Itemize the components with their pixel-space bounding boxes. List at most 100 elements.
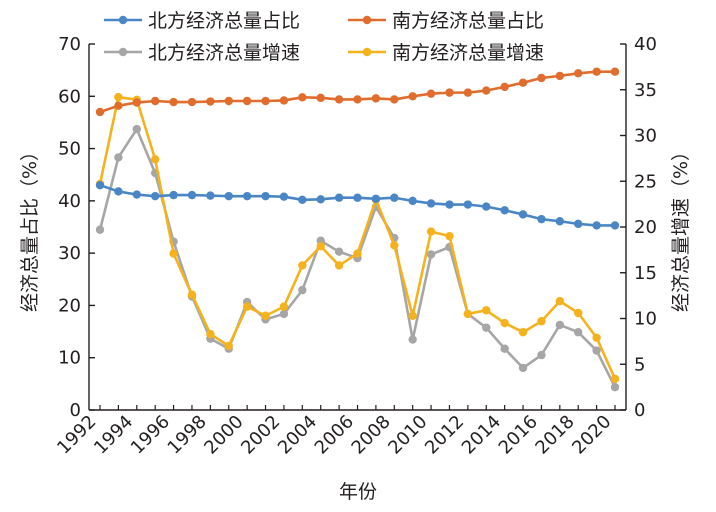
data-point xyxy=(463,309,473,319)
data-point xyxy=(169,97,178,107)
left-tick-label: 10 xyxy=(58,348,81,369)
legend-item: 北方经济总量占比 xyxy=(104,10,300,32)
x-tick-label: 2010 xyxy=(384,411,431,458)
left-axis-title: 经济总量占比（%） xyxy=(19,142,41,312)
data-point xyxy=(408,311,417,320)
data-point xyxy=(592,221,601,230)
x-tick-label: 2006 xyxy=(311,411,358,458)
x-tick-label: 1996 xyxy=(127,411,174,458)
data-point xyxy=(555,71,565,81)
data-point xyxy=(537,73,546,83)
left-tick-label: 60 xyxy=(58,86,81,107)
data-point xyxy=(298,195,307,205)
x-tick-label: 2008 xyxy=(348,411,395,458)
left-axis-ticks: 0 10 20 30 40 50 60 70 xyxy=(58,34,95,421)
data-point xyxy=(482,323,491,332)
left-tick-label: 20 xyxy=(58,295,81,316)
right-tick-label: 20 xyxy=(634,217,657,238)
data-point xyxy=(242,302,252,311)
data-point xyxy=(482,202,491,211)
data-point xyxy=(114,187,123,196)
data-point xyxy=(574,328,583,337)
left-tick-label: 30 xyxy=(58,243,81,264)
series-layer xyxy=(95,67,620,392)
data-point xyxy=(592,346,601,355)
data-point xyxy=(334,95,344,104)
x-tick-label: 2012 xyxy=(421,411,468,458)
data-point xyxy=(426,199,436,208)
data-point xyxy=(261,191,270,201)
data-point xyxy=(408,92,417,101)
data-point xyxy=(518,363,528,373)
data-point xyxy=(555,320,565,330)
data-point xyxy=(187,290,197,299)
data-point xyxy=(537,317,546,326)
data-point xyxy=(390,95,399,104)
data-point xyxy=(206,97,215,106)
data-point xyxy=(298,285,307,295)
data-point xyxy=(390,241,399,250)
data-point xyxy=(592,333,601,342)
left-tick-label: 70 xyxy=(58,34,81,55)
data-point xyxy=(169,249,178,258)
data-point xyxy=(132,98,141,107)
data-point xyxy=(353,249,362,258)
right-tick-label: 40 xyxy=(634,34,657,55)
legend-label: 北方经济总量占比 xyxy=(148,10,300,32)
right-tick-label: 15 xyxy=(634,263,657,284)
data-point xyxy=(298,261,307,270)
data-point xyxy=(371,194,381,203)
left-tick-label: 50 xyxy=(58,139,81,160)
data-point xyxy=(150,155,160,164)
data-point xyxy=(132,190,141,199)
data-point xyxy=(537,350,546,360)
data-point xyxy=(500,82,509,92)
data-point xyxy=(371,94,381,103)
data-point xyxy=(353,95,362,104)
x-tick-label: 2020 xyxy=(568,411,615,458)
data-point xyxy=(482,306,491,315)
x-tick-label: 2002 xyxy=(237,411,284,458)
x-tick-label: 1994 xyxy=(90,411,137,458)
data-point xyxy=(574,69,583,78)
data-point xyxy=(592,67,601,76)
data-point xyxy=(169,190,178,200)
series-4 xyxy=(95,92,620,384)
data-point xyxy=(298,93,307,102)
data-point xyxy=(518,210,528,219)
data-point xyxy=(132,124,141,134)
data-point xyxy=(95,107,105,117)
series-line xyxy=(98,95,617,380)
data-point xyxy=(574,219,583,229)
legend-item: 南方经济总量占比 xyxy=(348,10,544,32)
data-point xyxy=(150,96,160,106)
data-point xyxy=(500,344,509,353)
data-point xyxy=(610,221,620,230)
x-tick-label: 2016 xyxy=(495,411,542,458)
legend-swatch-marker xyxy=(118,15,128,25)
data-point xyxy=(463,200,473,209)
legend-item: 南方经济总量增速 xyxy=(348,42,544,64)
x-axis-ticks: 1992199419961998200020022004200620082010… xyxy=(53,405,616,459)
series-1 xyxy=(95,180,620,230)
data-point xyxy=(500,318,509,328)
data-point xyxy=(114,92,123,102)
data-point xyxy=(445,200,454,209)
x-axis-title: 年份 xyxy=(339,481,377,503)
data-point xyxy=(279,309,289,319)
data-point xyxy=(574,308,583,318)
data-point xyxy=(610,382,620,392)
legend-swatch-marker xyxy=(118,47,128,57)
right-axis-title: 经济总量增速（%） xyxy=(670,142,692,312)
right-tick-label: 0 xyxy=(634,400,645,421)
data-point xyxy=(150,191,160,201)
data-point xyxy=(114,101,123,110)
right-tick-label: 35 xyxy=(634,80,657,101)
legend-label: 北方经济总量增速 xyxy=(148,42,300,64)
x-tick-label: 2000 xyxy=(200,411,247,458)
data-point xyxy=(206,329,215,339)
data-point xyxy=(334,193,344,202)
data-point xyxy=(316,242,325,251)
